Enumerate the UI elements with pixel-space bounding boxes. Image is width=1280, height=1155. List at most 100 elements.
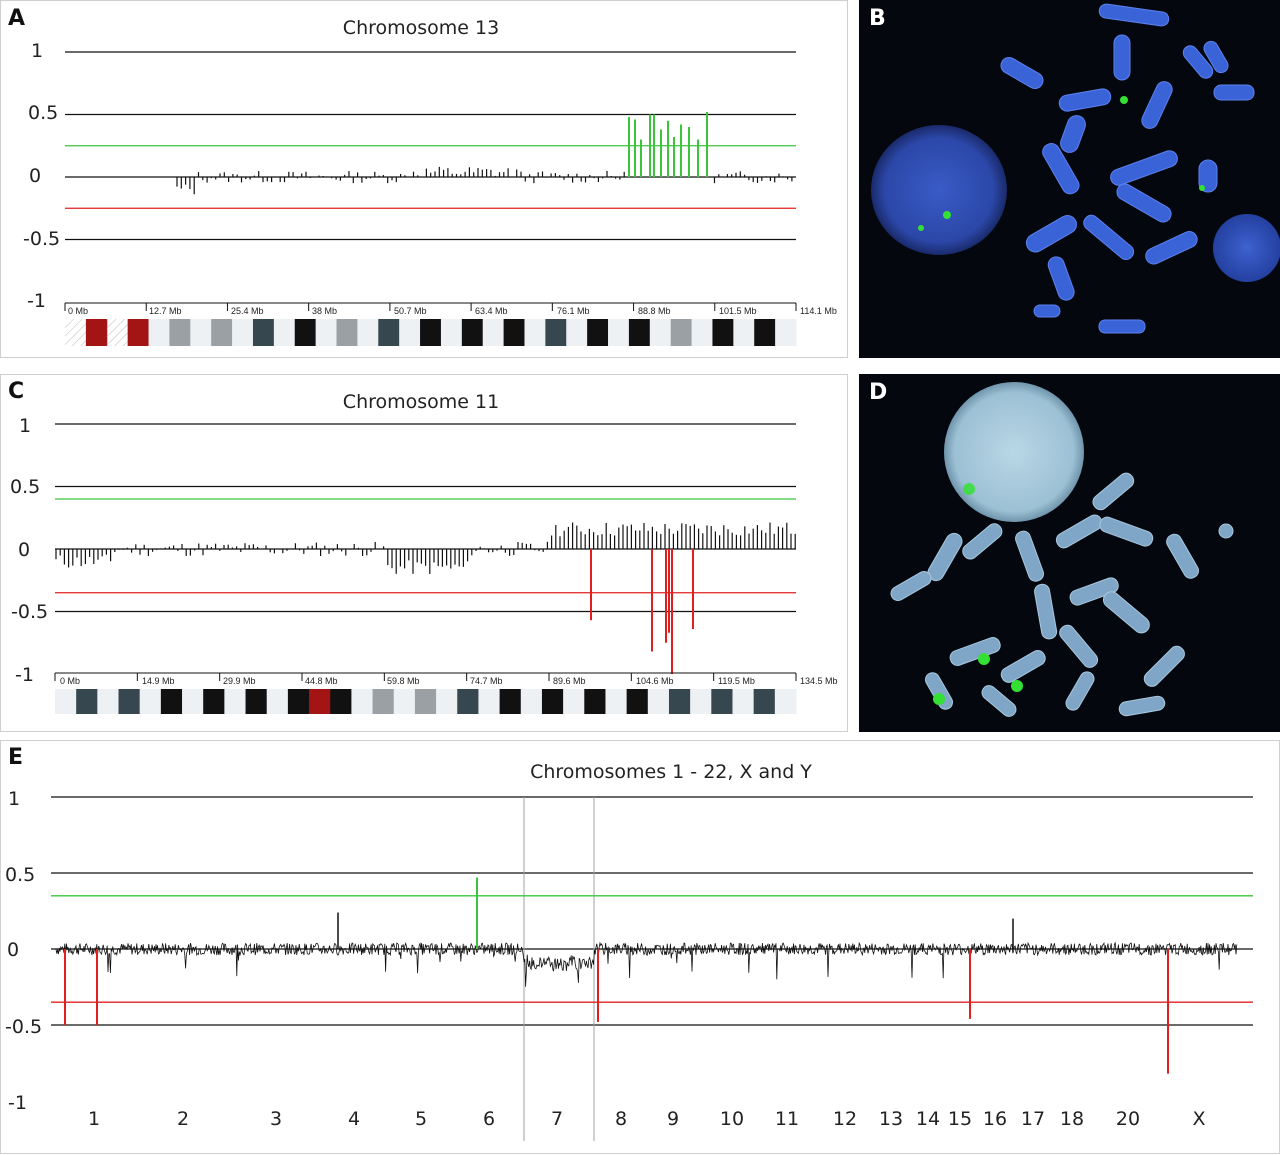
mb-label: 76.1 Mb — [557, 306, 590, 316]
chromosome-band — [76, 689, 98, 714]
chromosome-band — [457, 689, 479, 714]
y-tick-label: 1 — [19, 415, 32, 437]
chromosome-band — [169, 319, 191, 346]
y-tick-label: -0.5 — [23, 228, 61, 250]
chromosome-band — [524, 319, 546, 346]
chromosome-band — [118, 689, 141, 714]
y-tick-label: 0.5 — [5, 864, 36, 886]
panel-c-title: Chromosome 11 — [342, 391, 500, 413]
chromosome-band — [85, 319, 108, 346]
mb-label: 134.5 Mb — [800, 676, 838, 686]
chromosome-band — [545, 319, 567, 346]
mb-label: 14.9 Mb — [142, 676, 175, 686]
panel-letter-e: E — [8, 745, 24, 770]
chromosome-band — [106, 319, 129, 346]
mb-label: 25.4 Mb — [231, 306, 264, 316]
chromosome-band — [774, 689, 797, 714]
mb-label: 29.9 Mb — [223, 676, 256, 686]
chromosome-band — [647, 689, 670, 714]
y-tick-label: 0 — [18, 539, 31, 561]
chromosome-label: 8 — [614, 1108, 628, 1130]
chromosome-label: 1 — [87, 1108, 101, 1130]
y-tick-label: -0.5 — [11, 601, 49, 623]
chromosome-band — [499, 689, 522, 714]
y-tick-label: -1 — [8, 1092, 27, 1114]
y-tick-label: 1 — [8, 788, 21, 810]
chromosome-band — [649, 319, 672, 346]
chromosome-band — [245, 689, 268, 714]
chromosome-label: 6 — [482, 1108, 496, 1130]
chromosome-band — [711, 689, 733, 714]
chromosome-band — [97, 689, 120, 714]
chromosome-band — [315, 319, 338, 346]
chromosome-band — [605, 689, 628, 714]
mb-label: 12.7 Mb — [149, 306, 182, 316]
chromosome-label: 4 — [347, 1108, 361, 1130]
chromosome-label: 20 — [1115, 1108, 1141, 1130]
chromosome-band — [414, 689, 437, 714]
chromosome-band — [566, 319, 588, 346]
chromosome-band — [252, 319, 275, 346]
chromosome-label: 9 — [666, 1108, 680, 1130]
y-tick-label: 0 — [29, 165, 42, 187]
chromosome-band — [440, 319, 463, 346]
chromosome-label: 14 — [915, 1108, 941, 1130]
mb-label: 104.6 Mb — [636, 676, 674, 686]
mb-label: 38 Mb — [312, 306, 338, 316]
chromosome-band — [628, 319, 651, 346]
chromosome-band — [182, 689, 204, 714]
panel-e-title: Chromosomes 1 - 22, X and Y — [530, 761, 812, 783]
fish-metaphase-b — [871, 3, 1280, 334]
chromosome-band — [668, 689, 691, 714]
chromosome-band — [420, 319, 442, 346]
chromosome-band — [563, 689, 585, 714]
panel-e: E Chromosomes 1 - 22, X and Y 1 0.5 0 -0… — [0, 740, 1280, 1154]
y-tick-label: 0.5 — [10, 476, 41, 498]
chromosome-band — [520, 689, 543, 714]
chromosome-band — [436, 689, 458, 714]
chromosome-band — [690, 689, 712, 714]
chromosome-label: 18 — [1059, 1108, 1085, 1130]
mb-label: 74.7 Mb — [470, 676, 503, 686]
panel-letter-c: C — [8, 379, 25, 404]
chromosome-band — [393, 689, 416, 714]
chromosome-band — [127, 319, 150, 346]
chromosome-band — [55, 689, 77, 714]
chromosome-band — [294, 319, 317, 346]
panel-letter-a: A — [8, 6, 26, 31]
chromosome-band — [608, 319, 630, 346]
mb-label: 89.6 Mb — [553, 676, 586, 686]
panel-letter-b: B — [869, 6, 886, 31]
genome-wide-plot — [51, 796, 1253, 1141]
mb-label: 0 Mb — [60, 676, 81, 686]
chromosome-band — [336, 319, 358, 346]
mb-label: 50.7 Mb — [394, 306, 427, 316]
chromosome-band — [587, 319, 609, 346]
mb-label: 119.5 Mb — [718, 676, 755, 686]
mb-label: 44.8 Mb — [305, 676, 338, 686]
chromosome-band — [139, 689, 162, 714]
chromosome-band — [378, 319, 400, 346]
chromosome-band — [482, 319, 505, 346]
chromosome-band — [503, 319, 525, 346]
chromosome-band — [541, 689, 564, 714]
panel-a: A Chromosome 13 1 0.5 0 -0.5 -1 0 Mb 12.… — [0, 0, 848, 358]
chromosome-band — [309, 689, 331, 714]
y-tick-label: 0 — [7, 939, 20, 961]
mb-label: 59.8 Mb — [387, 676, 420, 686]
chromosome-band — [372, 689, 395, 714]
chromosome-band — [357, 319, 379, 346]
chromosome-band — [399, 319, 421, 346]
chromosome-band — [287, 689, 310, 714]
panel-a-title: Chromosome 13 — [342, 17, 500, 39]
chromosome-band — [266, 689, 289, 714]
y-tick-label: -1 — [15, 664, 34, 686]
chromosome-label: 11 — [774, 1108, 800, 1130]
chromosome-label: 17 — [1020, 1108, 1046, 1130]
genome-trace — [55, 941, 1238, 987]
y-tick-label: -0.5 — [5, 1016, 43, 1038]
chromosome-label: 5 — [414, 1108, 428, 1130]
panel-c: C Chromosome 11 1 0.5 0 -0.5 -1 0 Mb 14.… — [0, 374, 848, 732]
mb-label: 0 Mb — [68, 306, 89, 316]
chromosome-band — [732, 689, 755, 714]
